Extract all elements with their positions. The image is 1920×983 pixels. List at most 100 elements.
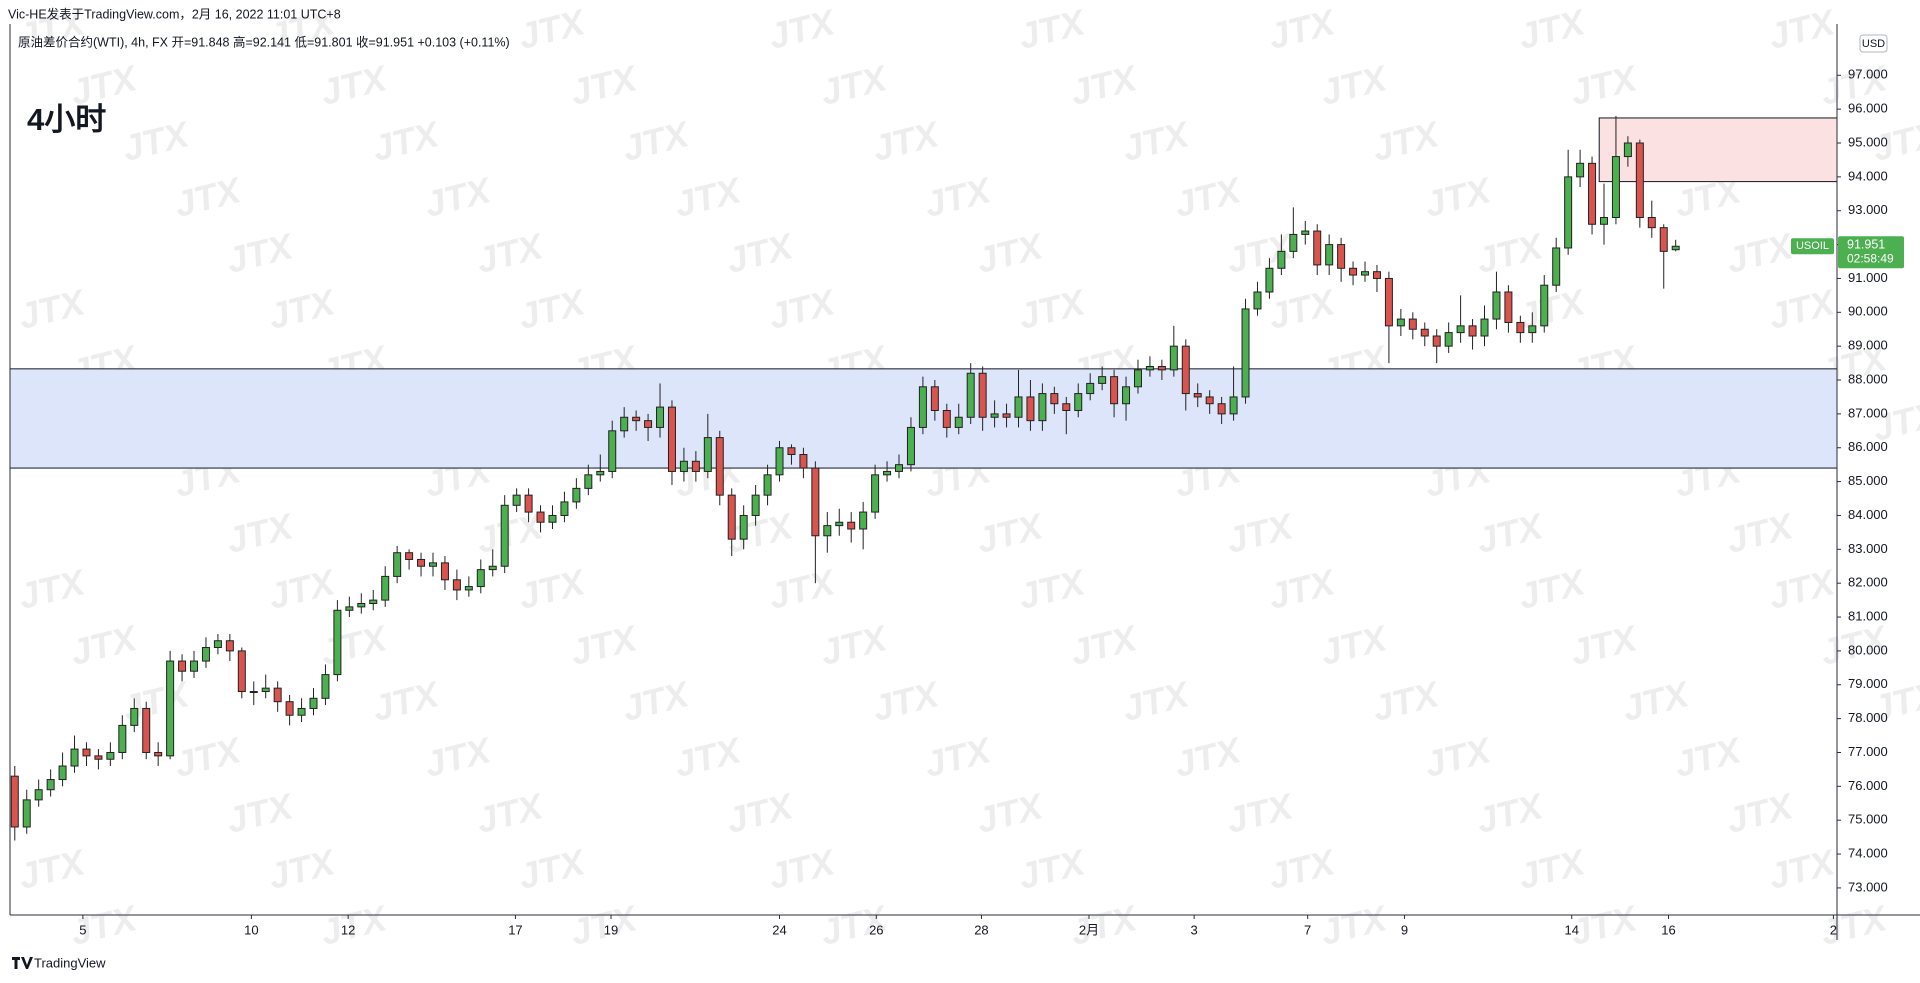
y-tick-label: 81.000 (1848, 608, 1888, 623)
candle-body (966, 372, 975, 418)
candle-body (1504, 291, 1513, 323)
watermark: JTX (66, 897, 142, 953)
candle-body (22, 799, 31, 828)
candle-body (596, 470, 605, 476)
candle-body (1671, 245, 1680, 251)
candle-body (1181, 345, 1190, 395)
candle-body (1098, 376, 1107, 384)
watermark: JTX (920, 169, 996, 225)
candle-layer (10, 115, 1680, 841)
currency[interactable]: USD (1862, 38, 1885, 50)
watermark: JTX (1316, 897, 1392, 953)
watermark: JTX (1566, 617, 1642, 673)
watermark: JTX (514, 281, 590, 337)
candle-body (1528, 325, 1537, 334)
watermark: JTX (618, 673, 694, 729)
brand-name[interactable]: TradingView (34, 955, 106, 970)
candle-body (309, 697, 318, 709)
y-tick-label: 76.000 (1848, 778, 1888, 793)
watermark: JTX (1472, 225, 1548, 281)
candle-body (1026, 396, 1035, 422)
candle-body (859, 511, 868, 530)
candle-body (1599, 216, 1608, 225)
candle-body (237, 650, 246, 693)
candle-body (644, 420, 653, 428)
candle-body (656, 406, 665, 428)
candle-body (727, 494, 736, 540)
candle-body (34, 789, 43, 801)
watermark: JTX (1514, 561, 1590, 617)
candle-body (1014, 396, 1023, 418)
candle-body (1361, 271, 1370, 276)
watermark: JTX (972, 225, 1048, 281)
last-price-box (1838, 236, 1904, 269)
candle-body (1444, 332, 1453, 347)
candle-body (381, 575, 390, 601)
currency-box[interactable] (1859, 34, 1888, 53)
watermark: JTX (764, 1, 840, 57)
watermark: JTX (1420, 729, 1496, 785)
watermark: JTX (1472, 785, 1548, 841)
y-tick-label: 78.000 (1848, 710, 1888, 725)
brand-logo[interactable] (12, 957, 33, 969)
watermark: JTX (764, 561, 840, 617)
watermark: JTX (1264, 841, 1340, 897)
watermark: JTX (618, 113, 694, 169)
candle-body (1313, 230, 1322, 266)
watermark: JTX (722, 225, 798, 281)
candle-body (1456, 325, 1465, 334)
y-tick-label: 85.000 (1848, 473, 1888, 488)
watermark: JTX (514, 1, 590, 57)
watermark: JTX (14, 281, 90, 337)
candle-body (847, 521, 856, 530)
x-tick-label: 19 (604, 922, 618, 937)
watermark: JTX (368, 673, 444, 729)
watermark: JTX (1764, 561, 1840, 617)
candle-body (1145, 365, 1154, 371)
candle-body (1241, 308, 1250, 398)
watermark: JTX (170, 169, 246, 225)
x-tick-label: 28 (974, 922, 988, 937)
brand[interactable]: TradingView (12, 955, 106, 970)
candle-body (823, 525, 832, 537)
y-tick-label: 94.000 (1848, 168, 1888, 183)
candle-body (297, 707, 306, 716)
candle-body (1349, 267, 1358, 276)
y-tick-label: 96.000 (1848, 101, 1888, 116)
y-tick-label: 97.000 (1848, 67, 1888, 82)
candle-body (1635, 142, 1644, 218)
candle-body (70, 748, 79, 767)
candle-body (1325, 244, 1334, 266)
candle-body (990, 413, 999, 418)
candle-body (369, 599, 378, 604)
candle-body (261, 687, 270, 693)
candle-body (775, 447, 784, 476)
candle-body (225, 640, 234, 652)
y-tick-label: 91.000 (1848, 270, 1888, 285)
watermark: JTX (1722, 505, 1798, 561)
candle-body (1647, 216, 1656, 229)
x-tick-label: 2月 (1079, 922, 1099, 937)
candle-body (417, 558, 426, 567)
candle-body (1588, 162, 1597, 225)
watermark: JTX (14, 841, 90, 897)
chart-title: 4小时 (27, 102, 106, 137)
candle-body (1337, 244, 1346, 269)
candle-body (46, 779, 55, 791)
watermark: JTX (264, 281, 340, 337)
candle-body (703, 437, 712, 472)
publisher: Vic-HE发表于TradingView.com，2月 16, 2022 11:… (8, 6, 341, 21)
candle-body (1468, 325, 1477, 337)
candle-body (1193, 393, 1202, 398)
watermark: JTX (420, 169, 496, 225)
watermark: JTX (566, 617, 642, 673)
watermark: JTX (1764, 841, 1840, 897)
watermark: JTX (1472, 505, 1548, 561)
candle-body (1623, 142, 1632, 158)
watermark: JTX (1420, 169, 1496, 225)
watermark: JTX (1014, 841, 1090, 897)
candle-body (1122, 386, 1131, 405)
watermark: JTX (222, 785, 298, 841)
candle-body (1564, 176, 1573, 249)
